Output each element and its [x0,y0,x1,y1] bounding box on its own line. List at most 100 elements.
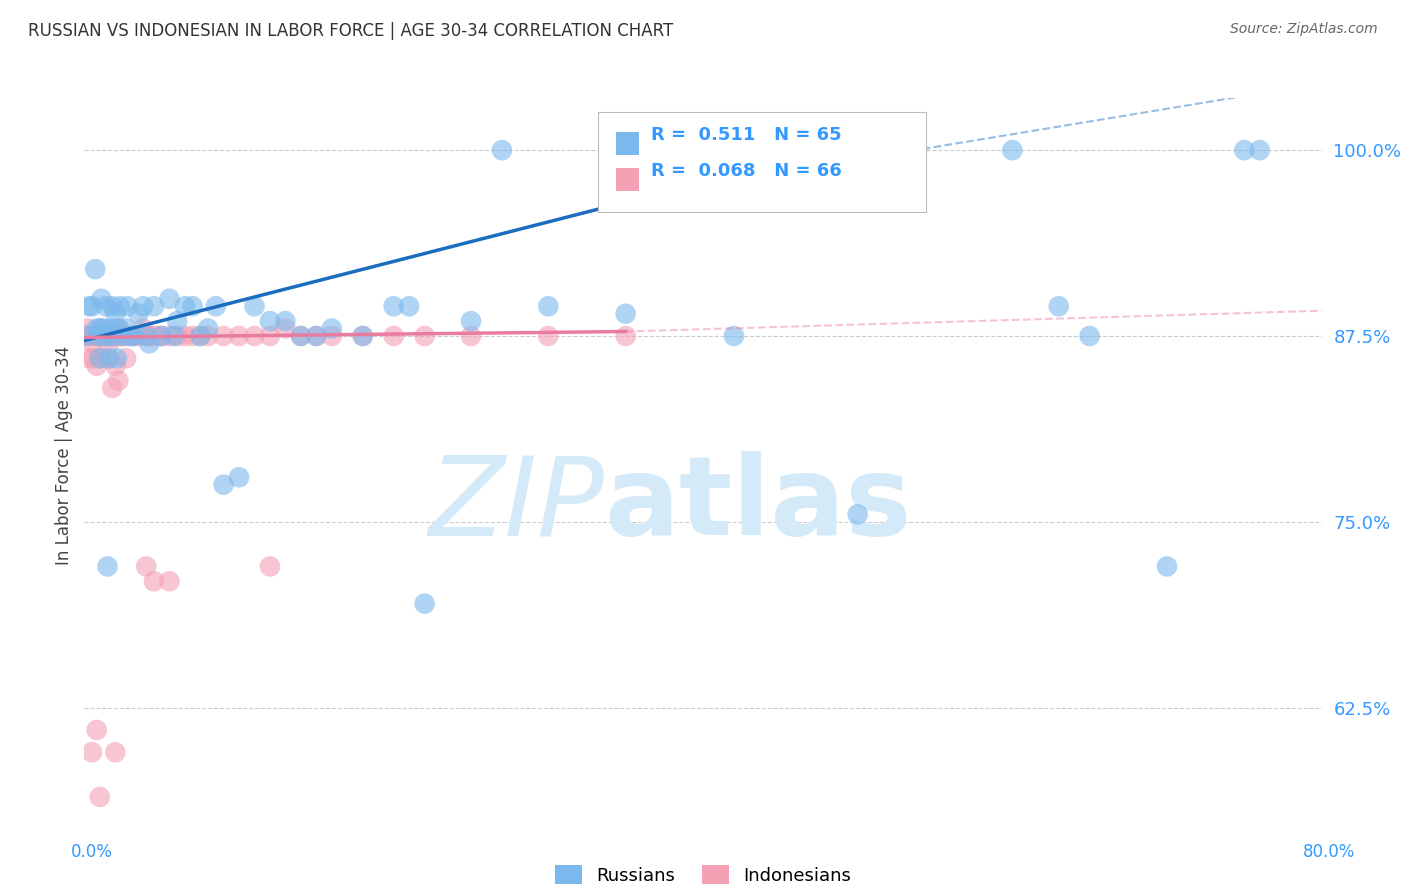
Point [159,292,180,306]
Point [166,329,188,343]
Point [115,321,138,335]
FancyBboxPatch shape [598,112,925,212]
Point [181,299,204,313]
Point [163,329,186,343]
Point [614,307,637,321]
Point [413,597,436,611]
Point [188,329,211,343]
Point [115,351,138,366]
Point [103,329,125,343]
Text: 0.0%: 0.0% [70,843,112,861]
Text: R =  0.511   N = 65: R = 0.511 N = 65 [651,127,842,145]
Point [108,299,131,313]
Point [1156,559,1178,574]
Point [86,321,108,335]
Point [94,329,117,343]
Point [197,329,219,343]
Point [89,351,111,366]
Point [77,351,100,366]
Point [1249,143,1271,157]
Point [321,321,343,335]
Point [135,559,157,574]
Point [259,329,281,343]
Point [181,329,204,343]
Point [89,321,111,335]
Point [122,329,145,343]
Point [117,299,139,313]
Point [143,299,166,313]
Point [93,329,115,343]
Point [82,299,104,313]
Point [75,329,97,343]
Point [87,329,110,343]
Point [150,329,173,343]
Point [135,329,157,343]
Point [96,559,118,574]
Point [127,329,149,343]
Point [188,329,211,343]
Point [290,329,312,343]
Point [84,262,107,277]
Point [398,299,420,313]
Point [82,336,104,351]
Point [132,321,155,335]
Point [96,351,118,366]
Point [91,321,114,335]
Point [212,477,235,491]
Point [205,299,228,313]
Point [138,329,160,343]
Point [100,329,122,343]
Point [197,321,219,335]
Point [87,329,110,343]
Point [101,381,124,395]
Point [91,329,114,343]
Point [83,351,105,366]
Point [382,299,405,313]
Point [89,351,111,366]
Text: 80.0%: 80.0% [1302,843,1355,861]
Point [537,299,560,313]
Point [1233,143,1256,157]
Point [352,329,374,343]
Point [79,329,101,343]
Point [274,321,297,335]
Text: atlas: atlas [605,451,911,558]
Point [135,329,157,343]
Point [117,329,139,343]
Point [127,307,149,321]
Point [120,329,142,343]
Point [143,329,166,343]
Point [86,359,108,373]
Point [1001,143,1024,157]
Point [93,329,115,343]
Point [75,329,97,343]
Point [491,143,513,157]
Point [100,321,122,335]
Point [352,329,374,343]
Point [122,329,145,343]
Point [413,329,436,343]
Point [98,336,121,351]
Point [112,329,135,343]
Point [107,321,129,335]
Point [1078,329,1101,343]
Text: ZIP: ZIP [429,451,605,558]
Point [212,329,235,343]
Point [537,329,560,343]
Point [132,299,155,313]
Point [138,336,160,351]
Point [76,321,98,335]
FancyBboxPatch shape [616,132,638,155]
Point [77,299,100,313]
Point [243,329,266,343]
Point [159,574,180,589]
Point [460,329,482,343]
Y-axis label: In Labor Force | Age 30-34: In Labor Force | Age 30-34 [55,345,73,565]
Point [846,508,869,522]
Point [228,470,250,484]
Point [228,329,250,343]
Point [108,329,131,343]
Point [90,292,112,306]
Point [143,574,166,589]
Point [82,745,104,759]
